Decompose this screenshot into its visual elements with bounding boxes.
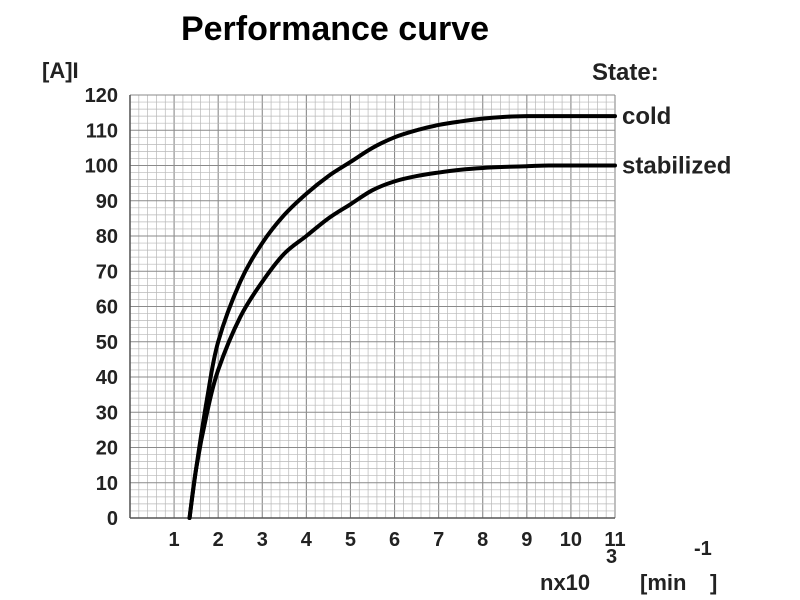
x-axis-label-exponent: 3 [606,546,617,568]
axes [129,95,615,519]
series-lines [187,114,617,520]
x-tick-label: 4 [301,529,313,551]
x-axis-label-base: nx10 [540,570,590,595]
legend-title: State: [592,59,659,86]
series-line-stabilized [187,163,617,520]
y-tick-label: 80 [96,226,118,248]
y-tick-label: 70 [96,261,118,283]
y-tick-label: 40 [96,367,118,389]
x-tick-label: 3 [257,529,268,551]
y-tick-label: 110 [86,120,118,142]
chart-title: Performance curve [181,10,489,48]
y-tick-label: 30 [96,402,118,424]
x-tick-label: 2 [213,529,224,551]
y-tick-label: 0 [107,508,118,530]
x-tick-label: 11 [604,529,625,551]
y-tick-label: 10 [96,473,118,495]
x-axis-label-unit-close: ] [710,570,717,595]
y-tick-label: 20 [96,438,118,460]
x-tick-label: 7 [433,529,444,551]
x-tick-label: 5 [345,529,356,551]
series-labels: cold stabilized [622,103,731,179]
y-tick-label: 90 [96,191,118,213]
y-tick-label: 60 [96,297,118,319]
x-axis-label: nx10 3 [min -1 ] [540,538,717,595]
y-tick-label: 120 [85,85,118,107]
x-axis-label-unit: [min [640,570,686,595]
series-label-stabilized: stabilized [622,153,731,180]
series-label-cold: cold [622,103,671,130]
x-tick-label: 1 [169,529,180,551]
y-axis-label: [A]I [42,58,79,83]
y-tick-label: 100 [85,156,118,178]
grid [129,94,616,519]
x-tick-label: 9 [521,529,532,551]
tick-labels: 0 10 20 30 40 50 60 70 80 90 100 110 120 1 2 3 4 5 6 7 8 9 10 1… [85,85,626,551]
x-tick-label: 8 [477,529,488,551]
x-axis-label-unit-exponent: -1 [694,538,712,560]
x-tick-label: 10 [560,529,582,551]
series-line-cold [187,114,617,520]
x-tick-label: 6 [389,529,400,551]
y-tick-label: 50 [96,332,118,354]
